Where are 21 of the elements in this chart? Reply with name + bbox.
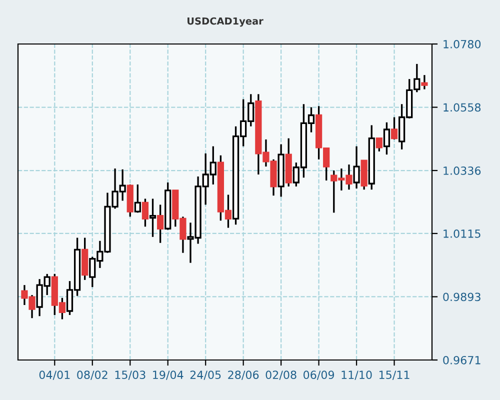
x-tick-label: 28/06 bbox=[228, 370, 259, 380]
x-tick-label: 24/05 bbox=[190, 370, 221, 380]
x-tick-label: 04/01 bbox=[39, 370, 70, 380]
y-tick-label: 1.0115 bbox=[444, 229, 480, 238]
x-tick-label: 11/10 bbox=[342, 370, 372, 380]
x-tick-label: 06/09 bbox=[304, 370, 334, 380]
x-tick-label: 15/03 bbox=[115, 370, 146, 380]
y-tick-label: 1.0336 bbox=[444, 166, 481, 175]
x-tick-label: 19/04 bbox=[153, 370, 184, 380]
x-tick-label: 15/11 bbox=[379, 370, 410, 380]
y-tick-label: 1.0558 bbox=[444, 103, 481, 112]
candlestick bbox=[383, 122, 390, 156]
x-tick-label: 02/08 bbox=[266, 370, 296, 380]
chart-title: USDCAD1year bbox=[188, 17, 264, 27]
y-tick-label: 1.0780 bbox=[444, 40, 481, 48]
x-tick-label: 08/02 bbox=[77, 370, 108, 380]
candlestick bbox=[149, 198, 156, 238]
y-tick-label: 0.9893 bbox=[443, 292, 480, 302]
candlestick bbox=[353, 145, 360, 190]
candlestick bbox=[134, 184, 141, 214]
y-tick-label: 0.9671 bbox=[443, 356, 480, 364]
